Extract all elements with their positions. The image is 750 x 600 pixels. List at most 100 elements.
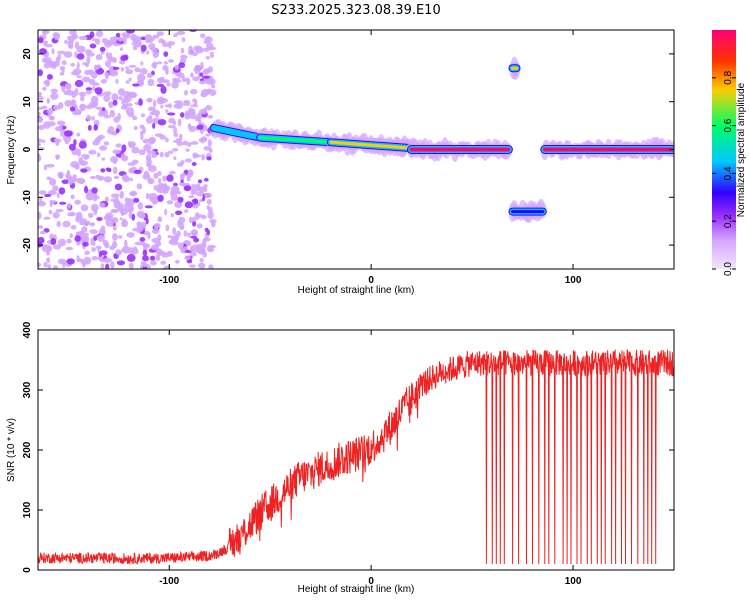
noise-blob [207, 46, 216, 51]
noise-blob [119, 217, 123, 221]
noise-blob [38, 116, 44, 123]
noise-blob [126, 232, 135, 238]
noise-blob [103, 114, 111, 119]
noise-blob [44, 193, 52, 198]
noise-blob [81, 226, 88, 233]
noise-blob [142, 266, 148, 269]
noise-blob [196, 124, 204, 130]
noise-blob [74, 79, 84, 88]
noise-blob [83, 256, 92, 265]
noise-blob [133, 169, 142, 174]
noise-blob [129, 92, 137, 98]
noise-blob [189, 264, 196, 268]
noise-blob [100, 51, 105, 55]
noise-blob [204, 89, 213, 94]
noise-blob [184, 255, 191, 261]
noise-blob [69, 143, 76, 151]
noise-blob [58, 187, 66, 195]
noise-blob [76, 255, 80, 263]
noise-blob [92, 85, 96, 91]
noise-blob [177, 196, 184, 203]
noise-blob [149, 47, 159, 51]
noise-blob [129, 177, 133, 182]
noise-blob [179, 173, 185, 181]
colorbar-label: Normalized spectral amplitude [736, 82, 747, 217]
noise-blob [129, 191, 137, 196]
noise-blob [109, 130, 116, 135]
noise-blob [203, 146, 212, 151]
noise-blob [76, 132, 81, 137]
noise-blob [156, 31, 165, 36]
noise-blob [203, 107, 207, 113]
noise-blob [89, 43, 97, 49]
noise-blob [68, 176, 75, 180]
noise-blob [188, 195, 195, 199]
noise-blob [202, 196, 206, 202]
noise-blob [170, 193, 179, 201]
noise-blob [84, 185, 88, 194]
noise-blob [76, 148, 82, 157]
noise-blob [78, 91, 87, 97]
spectrogram-ylabel: Frequency (Hz) [6, 116, 17, 185]
noise-blob [180, 160, 185, 165]
noise-blob [80, 218, 88, 226]
noise-blob [184, 158, 192, 163]
noise-blob [38, 225, 44, 229]
noise-blob [70, 62, 76, 67]
noise-blob [57, 171, 64, 178]
noise-blob [64, 39, 68, 45]
noise-blob [110, 198, 119, 202]
noise-blob [146, 264, 151, 269]
noise-blob [192, 76, 200, 82]
noise-blob [176, 30, 186, 36]
noise-blob [184, 209, 189, 213]
noise-blob [132, 45, 138, 51]
noise-blob [142, 255, 149, 262]
noise-blob [189, 252, 197, 257]
noise-blob [38, 111, 41, 117]
noise-blob [63, 134, 72, 143]
noise-blob [206, 198, 212, 205]
noise-blob [132, 227, 141, 232]
noise-blob [207, 139, 212, 147]
colorbar-tick-label: 0.6 [723, 118, 734, 132]
noise-blob [203, 186, 208, 192]
noise-blob [109, 109, 116, 118]
noise-blob [71, 99, 76, 107]
noise-blob [190, 187, 194, 196]
noise-blob [132, 115, 138, 121]
noise-blob [38, 69, 43, 77]
noise-blob [173, 126, 178, 135]
noise-blob [47, 121, 56, 127]
noise-blob [148, 136, 156, 144]
noise-blob [206, 205, 210, 210]
noise-blob [170, 213, 175, 218]
noise-blob [38, 200, 46, 207]
noise-blob [56, 221, 61, 227]
y-tick-label: 0 [22, 146, 33, 152]
noise-blob [207, 115, 214, 119]
noise-blob [148, 115, 153, 119]
noise-blob [174, 79, 182, 83]
noise-blob [75, 211, 83, 220]
noise-blob [200, 33, 206, 39]
noise-blob [57, 258, 67, 265]
noise-blob [165, 224, 170, 232]
noise-blob [144, 205, 153, 209]
noise-blob [201, 136, 207, 142]
noise-blob [180, 222, 184, 229]
noise-blob [127, 162, 136, 166]
noise-blob [75, 41, 79, 50]
colorbar: 0.0 0.2 0.4 0.6 0.8 Normalized spectral ampl… [712, 30, 747, 276]
noise-blob [175, 210, 183, 216]
noise-blob [160, 260, 167, 265]
noise-blob [92, 197, 98, 202]
noise-blob [101, 109, 108, 117]
noise-blob [55, 208, 64, 213]
noise-blob [61, 85, 66, 93]
chart-title: S233.2025.323.08.39.E10 [271, 3, 440, 18]
noise-blob [115, 128, 120, 134]
noise-blob [56, 139, 62, 143]
noise-blob [195, 65, 200, 69]
noise-blob [146, 72, 153, 78]
